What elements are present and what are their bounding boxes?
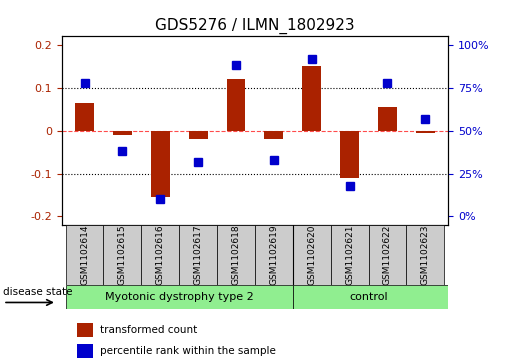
- Bar: [75, 103, 94, 131]
- Text: GSM1102620: GSM1102620: [307, 225, 316, 285]
- Bar: [104, 225, 141, 285]
- Bar: [188, 131, 208, 139]
- Bar: [416, 131, 435, 133]
- Bar: [227, 79, 246, 131]
- Bar: [77, 344, 93, 358]
- Bar: [77, 323, 93, 337]
- Text: GSM1102619: GSM1102619: [269, 225, 279, 285]
- Bar: [293, 225, 331, 285]
- Text: GSM1102622: GSM1102622: [383, 225, 392, 285]
- Bar: [65, 285, 293, 309]
- Bar: [264, 131, 283, 139]
- Text: GSM1102623: GSM1102623: [421, 225, 430, 285]
- Text: percentile rank within the sample: percentile rank within the sample: [100, 346, 277, 356]
- Text: GSM1102616: GSM1102616: [156, 225, 165, 285]
- Text: transformed count: transformed count: [100, 325, 198, 335]
- Text: GSM1102618: GSM1102618: [231, 225, 241, 285]
- Title: GDS5276 / ILMN_1802923: GDS5276 / ILMN_1802923: [155, 17, 355, 33]
- Bar: [302, 66, 321, 131]
- Bar: [255, 225, 293, 285]
- Bar: [141, 225, 179, 285]
- Text: GSM1102615: GSM1102615: [118, 225, 127, 285]
- Bar: [406, 225, 444, 285]
- Bar: [65, 225, 104, 285]
- Bar: [217, 225, 255, 285]
- Bar: [293, 285, 463, 309]
- Bar: [340, 131, 359, 178]
- Bar: [369, 225, 406, 285]
- Bar: [331, 225, 369, 285]
- Bar: [151, 131, 170, 197]
- Bar: [179, 225, 217, 285]
- Text: GSM1102617: GSM1102617: [194, 225, 202, 285]
- Text: control: control: [349, 292, 388, 302]
- Bar: [113, 131, 132, 135]
- Bar: [378, 107, 397, 131]
- Text: disease state: disease state: [3, 287, 73, 297]
- Text: GSM1102621: GSM1102621: [345, 225, 354, 285]
- Text: Myotonic dystrophy type 2: Myotonic dystrophy type 2: [105, 292, 253, 302]
- Text: GSM1102614: GSM1102614: [80, 225, 89, 285]
